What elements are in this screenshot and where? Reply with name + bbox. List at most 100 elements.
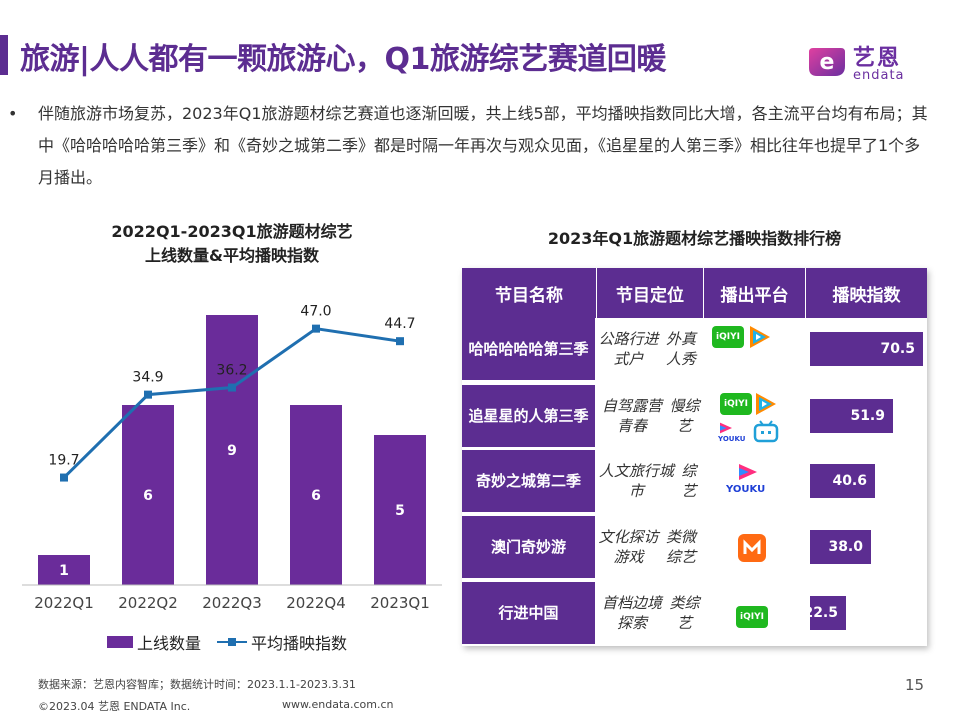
program-name: 追星星的人 第三季: [462, 385, 595, 447]
x-tick-label: 2022Q4: [286, 594, 346, 612]
broadcast-platforms: YOUKU: [704, 450, 804, 512]
chart-title-line2: 上线数量&平均播映指数: [145, 246, 319, 265]
positioning-line2: 慢综艺: [669, 397, 700, 435]
x-tick-label: 2022Q1: [34, 594, 94, 612]
positioning-line1: 人文旅行城市: [598, 462, 674, 500]
index-bar: 40.6: [810, 464, 875, 498]
broadcast-index: 38.0: [806, 516, 927, 578]
index-bar: 38.0: [810, 530, 871, 564]
bar-value-label: 5: [395, 503, 405, 519]
line-point: [228, 383, 236, 392]
legend-label-bar: 上线数量: [137, 634, 202, 653]
program-name-line2: 第三季: [543, 340, 589, 358]
broadcast-platforms: iQIYI YOUKU: [704, 385, 804, 447]
youku-label: YOUKU: [726, 484, 766, 495]
positioning-line2: 类微综艺: [665, 528, 696, 566]
bilibili-icon: [753, 420, 779, 443]
broadcast-platforms: [704, 516, 804, 578]
broadcast-index: 51.9: [806, 385, 927, 447]
program-name: 行进中国: [462, 582, 595, 644]
tencent-video-icon: [756, 393, 776, 415]
logo-text-cn: 艺恩: [853, 46, 902, 71]
legend-swatch-bar: [107, 636, 133, 648]
youku-label: YOUKU: [718, 435, 746, 443]
positioning-line2: 综艺: [681, 462, 697, 500]
legend-item-bar: 上线数量: [107, 630, 201, 654]
tencent-video-icon: [750, 326, 770, 348]
ranking-table-title: 2023年Q1旅游题材综艺播映指数排行榜: [547, 229, 842, 248]
iqiyi-icon: iQIYI: [720, 393, 752, 415]
website: www.endata.com.cn: [282, 698, 394, 711]
program-name-line1: 追星星的人: [468, 407, 544, 425]
broadcast-platforms: iQIYI: [704, 318, 804, 380]
bar-value-label: 6: [143, 488, 153, 504]
x-tick-label: 2023Q1: [370, 594, 430, 612]
program-name: 哈哈哈哈哈 第三季: [462, 318, 595, 380]
bar: [374, 435, 426, 585]
table-row: 行进中国 首档边境探索 类综艺 iQIYI 22.5: [462, 582, 927, 644]
table-header-platform: 播出平台: [704, 268, 806, 318]
positioning-line2: 类综艺: [669, 594, 700, 632]
positioning-line2: 外真人秀: [665, 330, 696, 368]
index-bar: 51.9: [810, 399, 893, 433]
youku-play-mark: [739, 464, 757, 480]
bar: [38, 555, 90, 585]
mango-tv-icon: [738, 534, 766, 562]
copyright: ©2023.04 艺恩 ENDATA Inc.: [38, 700, 191, 713]
broadcast-index: 70.5: [806, 318, 927, 380]
logo-text-en: endata: [853, 68, 905, 83]
positioning-line1: 自驾露营青春: [601, 397, 662, 435]
bar-value-label: 1: [59, 563, 69, 579]
positioning-line1: 文化探访游戏: [598, 528, 659, 566]
table-row: 哈哈哈哈哈 第三季 公路行进式户 外真人秀 iQIYI 70.5: [462, 318, 927, 380]
table-header-row: 节目名称 节目定位 播出平台 播映指数: [462, 268, 927, 318]
program-name-line1: 澳门奇妙游: [490, 538, 566, 556]
iqiyi-icon: iQIYI: [712, 326, 744, 348]
table-header-position: 节目定位: [597, 268, 704, 318]
table-header-name: 节目名称: [462, 268, 597, 318]
bullet-mark: •: [8, 104, 18, 123]
combo-chart-plot: 1 2022Q1 6 2022Q2 9 2022Q3 6 2022Q4 5 2023Q1 19.7 3…: [22, 304, 442, 612]
line-value-label: 44.7: [384, 316, 415, 332]
line-value-label: 19.7: [48, 453, 79, 469]
program-name-line1: 哈哈哈哈哈: [468, 340, 544, 358]
chart-legend: 上线数量 平均播映指数: [107, 630, 347, 654]
bar-value-label: 9: [227, 443, 237, 459]
program-name: 澳门奇妙游: [462, 516, 595, 578]
broadcast-index: 22.5: [803, 582, 927, 644]
svg-text:e: e: [820, 50, 835, 75]
program-name-line1: 行进中国: [498, 604, 559, 622]
program-positioning: 人文旅行城市 综艺: [597, 450, 702, 512]
ranking-table: 节目名称 节目定位 播出平台 播映指数 哈哈哈哈哈 第三季 公路行进式户 外真人秀 iQ…: [462, 268, 927, 646]
line-point: [144, 390, 152, 399]
iqiyi-icon: iQIYI: [736, 606, 768, 628]
table-header-index: 播映指数: [806, 268, 927, 318]
legend-label-line: 平均播映指数: [251, 634, 348, 653]
bar: [122, 405, 174, 585]
table-row: 奇妙之城 第二季 人文旅行城市 综艺 YOUKU 40.6: [462, 450, 927, 512]
line-value-label: 36.2: [216, 363, 247, 379]
x-tick-label: 2022Q2: [118, 594, 178, 612]
positioning-line1: 公路行进式户: [598, 330, 659, 368]
bar-value-label: 6: [311, 488, 321, 504]
program-positioning: 自驾露营青春 慢综艺: [597, 385, 702, 447]
bar: [206, 315, 258, 585]
page-number: 15: [905, 676, 925, 694]
program-positioning: 文化探访游戏 类微综艺: [597, 516, 702, 578]
legend-swatch-line: [217, 636, 248, 648]
bar: [290, 405, 342, 585]
x-tick-label: 2022Q3: [202, 594, 262, 612]
broadcast-platforms: iQIYI: [704, 582, 804, 644]
positioning-line1: 首档边境探索: [601, 594, 662, 632]
intro-paragraph: • 伴随旅游市场复苏，2023年Q1旅游题材综艺赛道也逐渐回暖，共上线5部，平均…: [8, 98, 928, 194]
endata-logo-icon: e: [809, 48, 845, 76]
page-title: 旅游|人人都有一颗旅游心，Q1旅游综艺赛道回暖: [20, 42, 666, 77]
line-point: [312, 324, 320, 333]
youku-play-mark: [720, 422, 732, 434]
program-positioning: 首档边境探索 类综艺: [597, 582, 702, 644]
data-source: 数据来源：艺恩内容智库；数据统计时间：2023.1.1-2023.3.31: [38, 678, 356, 691]
line-point: [396, 337, 404, 346]
program-name: 奇妙之城 第二季: [462, 450, 595, 512]
endata-logo: e 艺恩 endata: [805, 40, 935, 86]
program-positioning: 公路行进式户 外真人秀: [597, 318, 702, 380]
